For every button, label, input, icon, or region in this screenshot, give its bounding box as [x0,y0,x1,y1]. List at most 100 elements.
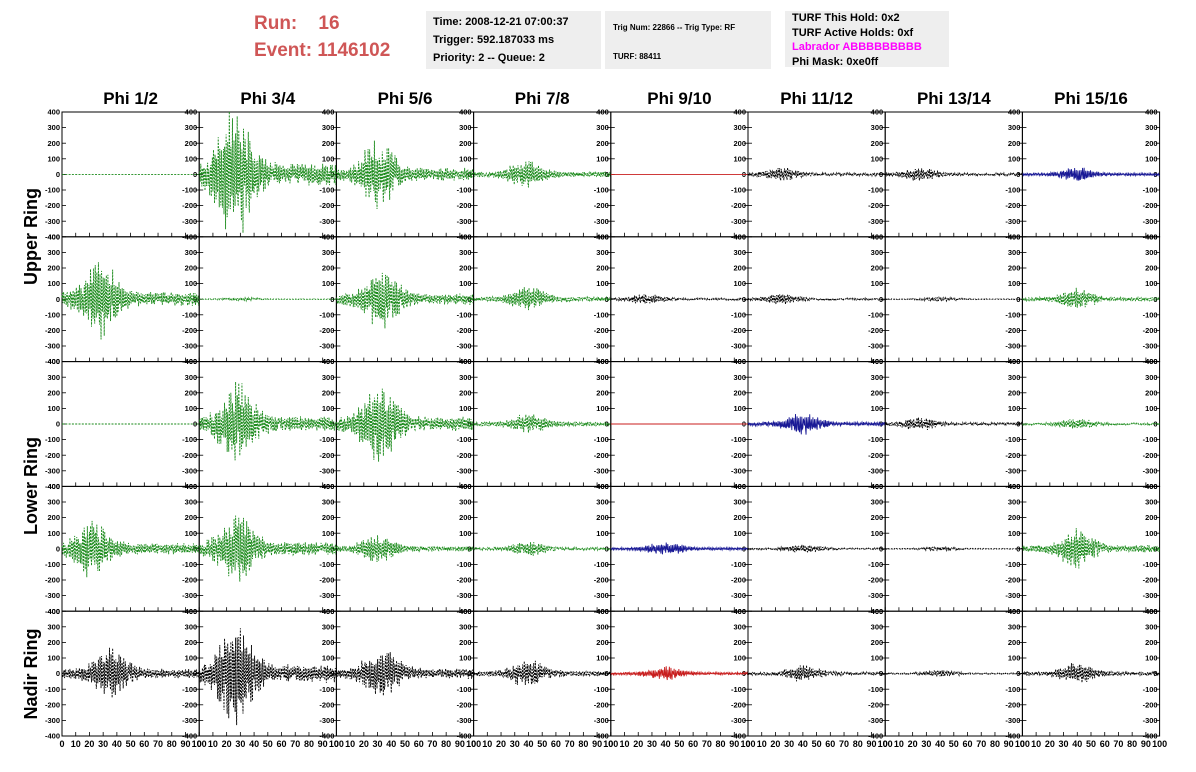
y-tick-label: 100 [596,654,609,663]
y-tick-label: -300 [1005,342,1020,351]
y-tick-label: -300 [45,466,60,475]
y-tick-label: 200 [47,139,60,148]
y-tick-label: -400 [594,732,609,741]
y-tick-label: -100 [457,186,472,195]
y-tick-label: 100 [1145,404,1158,413]
y-tick-label: 400 [1008,482,1021,491]
y-tick-label: -200 [182,326,197,335]
x-tick-label: 40 [798,739,808,749]
y-tick-label: 400 [733,607,746,616]
y-tick-label: 200 [185,638,198,647]
y-tick-label: 200 [322,264,335,273]
x-tick-label: 10 [1031,739,1041,749]
event-row: Event: 1146102 [254,37,390,64]
y-tick-label: -100 [319,310,334,319]
y-tick-label: -100 [868,310,883,319]
waveform-trace [198,381,337,461]
y-tick-label: 100 [459,529,472,538]
x-tick-label: 10 [620,739,630,749]
y-tick-label: 400 [596,482,609,491]
y-tick-label: -300 [1005,591,1020,600]
y-tick-label: -100 [182,310,197,319]
x-tick-label: 10 [757,739,767,749]
column-header: Phi 11/12 [780,89,853,108]
waveform-trace [1022,528,1161,569]
y-tick-label: -300 [1143,466,1158,475]
event-value: 1146102 [317,40,391,61]
waveform-trace [473,161,612,188]
y-tick-label: 300 [1145,373,1158,382]
y-tick-label: 100 [733,529,746,538]
waveform-trace [885,168,1023,181]
y-tick-label: -400 [1005,732,1020,741]
x-tick-label: 50 [537,739,547,749]
x-tick-label: 100 [603,739,618,749]
y-tick-label: 400 [459,357,472,366]
y-tick-label: 300 [185,373,198,382]
x-tick-label: 60 [277,739,287,749]
y-tick-label: 300 [322,123,335,132]
waveform-trace [61,520,200,578]
y-tick-label: 400 [322,482,335,491]
y-tick-label: -400 [319,732,334,741]
x-tick-label: 70 [1113,739,1123,749]
x-tick-label: 0 [1020,739,1025,749]
y-tick-label: 300 [185,498,198,507]
y-tick-label: 100 [459,154,472,163]
x-tick-label: 70 [565,739,575,749]
y-tick-label: -400 [457,732,472,741]
y-tick-label: -100 [45,310,60,319]
y-tick-label: -100 [1143,186,1158,195]
y-tick-label: 200 [1008,264,1021,273]
x-tick-label: 80 [441,739,451,749]
y-tick-label: 200 [1145,139,1158,148]
y-tick-label: 300 [459,373,472,382]
x-tick-label: 10 [208,739,218,749]
y-tick-label: 300 [47,123,60,132]
y-tick-label: 100 [322,154,335,163]
y-tick-label: -200 [457,201,472,210]
event-label: Event: [254,40,313,61]
y-tick-label: 0 [56,669,60,678]
y-tick-label: 100 [733,279,746,288]
x-tick-label: 90 [318,739,328,749]
y-tick-label: 400 [733,232,746,241]
y-tick-label: 400 [871,482,884,491]
y-tick-label: 400 [871,607,884,616]
x-tick-label: 10 [894,739,904,749]
y-tick-label: 100 [1145,529,1158,538]
y-tick-label: 400 [185,232,198,241]
y-tick-label: 200 [1145,513,1158,522]
x-tick-label: 80 [853,739,863,749]
y-tick-label: 100 [47,529,60,538]
y-tick-label: 100 [47,154,60,163]
y-tick-label: -200 [1005,201,1020,210]
y-tick-label: -200 [1005,451,1020,460]
y-tick-label: 0 [467,295,471,304]
y-tick-label: 200 [733,264,746,273]
y-tick-label: 100 [596,154,609,163]
y-tick-label: 100 [1008,279,1021,288]
y-tick-label: 200 [459,264,472,273]
y-tick-label: -100 [45,186,60,195]
y-tick-label: 100 [322,279,335,288]
y-tick-label: -200 [731,700,746,709]
y-tick-label: 200 [322,139,335,148]
column-header: Phi 5/6 [378,89,433,108]
y-tick-label: 100 [871,404,884,413]
y-tick-label: 200 [596,513,609,522]
x-tick-label: 100 [740,739,755,749]
y-tick-label: 200 [871,139,884,148]
run-label: Run: [254,13,298,34]
waveform-trace [61,262,200,340]
y-tick-label: 100 [733,404,746,413]
y-tick-label: 300 [185,622,198,631]
